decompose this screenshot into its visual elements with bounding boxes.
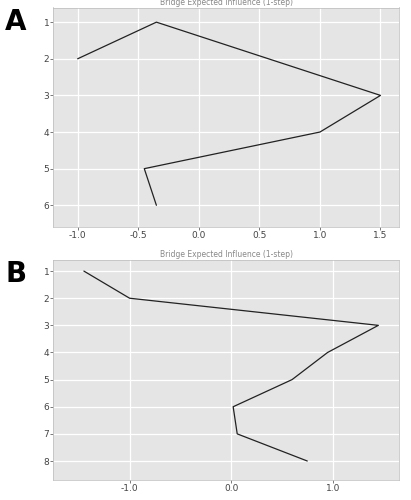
- Title: Bridge Expected Influence (1-step): Bridge Expected Influence (1-step): [159, 0, 293, 6]
- Text: B: B: [5, 260, 26, 288]
- Title: Bridge Expected Influence (1-step): Bridge Expected Influence (1-step): [159, 250, 293, 260]
- Text: A: A: [5, 8, 27, 36]
